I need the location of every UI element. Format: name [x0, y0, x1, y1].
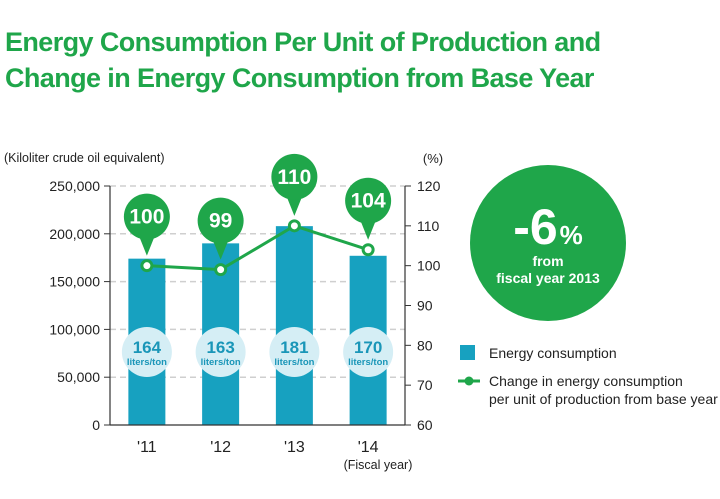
- badge-value: -6: [513, 199, 557, 255]
- left-axis-title: (Kiloliter crude oil equivalent): [4, 151, 165, 165]
- legend-line-label-1: Change in energy consumption: [489, 373, 683, 389]
- line-point: [140, 259, 154, 273]
- bar-annotation-value: 163: [206, 338, 234, 357]
- bar: [275, 226, 313, 425]
- badge-line-1: from: [532, 253, 563, 269]
- legend-line-marker: [464, 376, 474, 386]
- line-point: [214, 263, 228, 277]
- legend-bar-label: Energy consumption: [489, 345, 617, 361]
- bar-annotation-circle: [121, 327, 172, 377]
- line-data-label: 99: [209, 210, 232, 233]
- bar-annotation-unit: liters/ton: [274, 357, 314, 368]
- right-tick-label: 80: [417, 337, 433, 353]
- left-tick-label: 0: [92, 417, 100, 433]
- left-tick-label: 200,000: [49, 226, 100, 242]
- left-tick-label: 50,000: [57, 369, 100, 385]
- left-tick-label: 150,000: [49, 274, 100, 290]
- x-tick-label: '12: [210, 439, 231, 456]
- right-tick-label: 70: [417, 377, 433, 393]
- right-tick-label: 60: [417, 417, 433, 433]
- badge-line-2: fiscal year 2013: [496, 270, 600, 286]
- left-tick-label: 250,000: [49, 178, 100, 194]
- bar-annotation-unit: liters/ton: [127, 357, 167, 368]
- left-tick-label: 100,000: [49, 321, 100, 337]
- x-tick-label: '11: [137, 439, 157, 456]
- balloon-pointer: [360, 219, 377, 240]
- right-tick-label: 110: [417, 218, 440, 234]
- badge-value-text: -6%: [513, 199, 583, 255]
- series-line: [146, 224, 369, 272]
- balloon-pointer: [138, 235, 155, 256]
- summary-badge: [470, 165, 626, 321]
- chart-title: Energy Consumption Per Unit of Productio…: [5, 24, 705, 96]
- right-tick-label: 100: [417, 258, 441, 274]
- balloon-pointer: [286, 195, 303, 216]
- x-tick-label: '13: [284, 439, 305, 456]
- bar-annotation-circle: [269, 327, 320, 377]
- line-data-label: 100: [129, 206, 164, 229]
- bar-annotation-circle: [343, 327, 394, 377]
- x-axis-title: (Fiscal year): [344, 458, 413, 472]
- line-data-label: 110: [277, 166, 311, 189]
- bar-annotation-value: 164: [133, 338, 162, 357]
- x-tick-label: '14: [358, 439, 379, 456]
- right-tick-label: 120: [417, 178, 441, 194]
- chart-title-line-1: Energy Consumption Per Unit of Productio…: [5, 27, 601, 57]
- bar-annotation-unit: liters/ton: [201, 357, 241, 368]
- line-point: [287, 219, 301, 233]
- legend-line-label-2: per unit of production from base year: [489, 391, 718, 407]
- line-point: [361, 243, 375, 257]
- right-axis-title: (%): [423, 151, 443, 166]
- balloon: [271, 153, 318, 200]
- legend-bar-swatch: [460, 345, 475, 360]
- balloon-pointer: [212, 239, 229, 260]
- balloon: [197, 197, 244, 244]
- right-tick-label: 90: [417, 298, 433, 314]
- chart-title-line-2: Change in Energy Consumption from Base Y…: [5, 63, 594, 93]
- balloon: [345, 177, 392, 224]
- line-data-label: 104: [351, 190, 386, 213]
- badge-unit: %: [560, 220, 583, 250]
- bar-annotation-value: 181: [280, 338, 308, 357]
- bar-annotation-circle: [195, 327, 246, 377]
- bar-annotation-value: 170: [354, 338, 382, 357]
- balloon: [123, 193, 170, 240]
- bar-annotation-unit: liters/ton: [348, 357, 388, 368]
